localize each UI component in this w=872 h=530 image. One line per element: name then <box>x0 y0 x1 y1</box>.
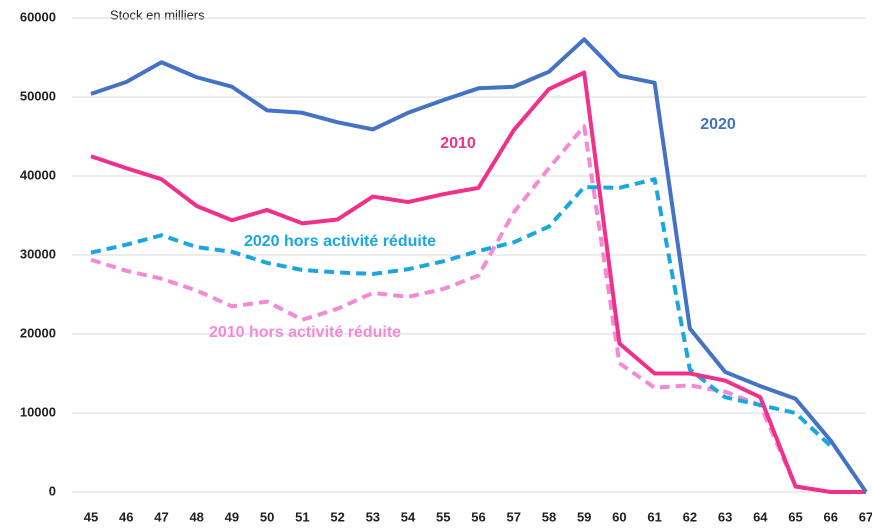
x-tick-label: 46 <box>119 509 133 524</box>
series-line <box>90 37 868 494</box>
x-tick-label: 67 <box>859 509 872 524</box>
x-tick-label: 62 <box>683 509 697 524</box>
x-tick-label: 61 <box>647 509 661 524</box>
x-tick-label: 52 <box>330 509 344 524</box>
series-line <box>90 124 866 494</box>
series-label: 2010 hors activité réduite <box>209 324 401 341</box>
x-tick-label: 45 <box>84 509 98 524</box>
series-line <box>90 177 833 448</box>
x-tick-label: 49 <box>225 509 239 524</box>
y-tick-label: 30000 <box>20 246 56 261</box>
x-tick-label: 65 <box>788 509 802 524</box>
y-tick-label: 50000 <box>20 88 56 103</box>
x-tick-label: 59 <box>577 509 591 524</box>
y-tick-label: 60000 <box>20 9 56 24</box>
y-tick-label: 20000 <box>20 325 56 340</box>
y-axis-label: Stock en milliers <box>110 7 205 22</box>
x-tick-label: 47 <box>154 509 168 524</box>
x-tick-label: 66 <box>824 509 838 524</box>
series-label: 2010 <box>440 135 476 152</box>
x-tick-label: 63 <box>718 509 732 524</box>
x-tick-label: 50 <box>260 509 274 524</box>
x-tick-label: 58 <box>542 509 556 524</box>
x-tick-label: 57 <box>506 509 520 524</box>
x-tick-label: 51 <box>295 509 309 524</box>
x-tick-label: 56 <box>471 509 485 524</box>
x-tick-label: 53 <box>366 509 380 524</box>
x-tick-label: 48 <box>189 509 203 524</box>
series-label: 2020 <box>700 116 736 133</box>
x-tick-label: 60 <box>612 509 626 524</box>
x-tick-label: 64 <box>753 509 768 524</box>
series-line <box>90 70 866 494</box>
y-tick-label: 0 <box>49 483 56 498</box>
x-tick-label: 54 <box>401 509 416 524</box>
x-tick-label: 55 <box>436 509 450 524</box>
y-tick-label: 40000 <box>20 167 56 182</box>
y-tick-label: 10000 <box>20 404 56 419</box>
series-label: 2020 hors activité réduite <box>244 233 436 250</box>
